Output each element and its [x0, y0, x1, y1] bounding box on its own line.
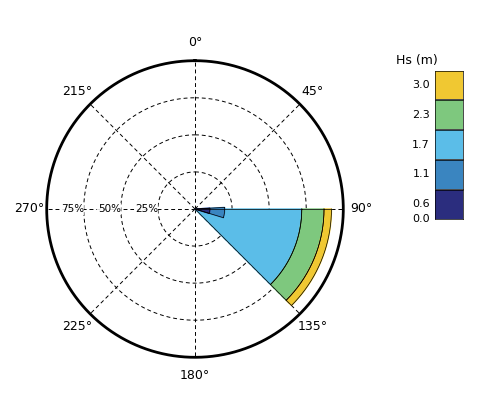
Text: 270°: 270°	[14, 202, 44, 216]
Polygon shape	[195, 208, 210, 213]
Polygon shape	[270, 209, 324, 300]
Polygon shape	[286, 209, 332, 306]
Text: 180°: 180°	[180, 369, 210, 382]
Polygon shape	[195, 207, 224, 218]
Text: 2.3: 2.3	[412, 110, 430, 120]
Text: 45°: 45°	[302, 85, 324, 98]
Text: 1.7: 1.7	[412, 140, 430, 150]
Text: 135°: 135°	[298, 320, 328, 333]
Text: 90°: 90°	[350, 202, 372, 216]
Text: Hs (m): Hs (m)	[396, 54, 438, 67]
Text: 1.1: 1.1	[412, 169, 430, 179]
Text: 25%: 25%	[135, 204, 158, 214]
Text: 0°: 0°	[188, 36, 202, 49]
Text: 225°: 225°	[62, 320, 92, 333]
Text: 0.6: 0.6	[412, 199, 430, 209]
Text: 50%: 50%	[98, 204, 121, 214]
Text: 215°: 215°	[62, 85, 92, 98]
Text: 3.0: 3.0	[412, 80, 430, 90]
Text: 0.0: 0.0	[412, 214, 430, 224]
Polygon shape	[195, 209, 302, 285]
Text: 75%: 75%	[60, 204, 84, 214]
